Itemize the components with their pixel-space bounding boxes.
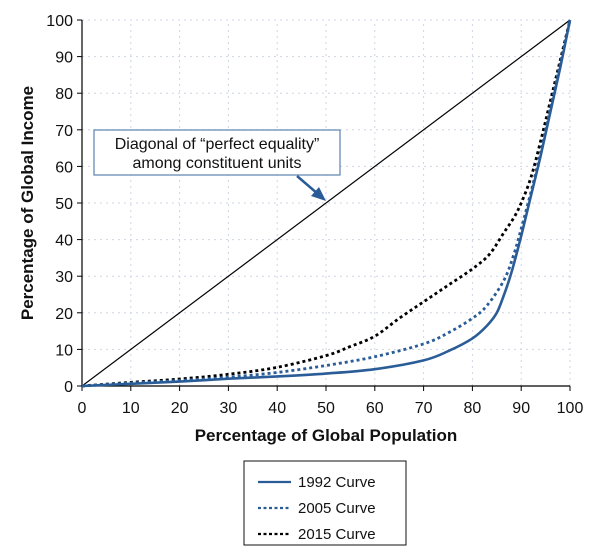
series-line-2015-curve xyxy=(81,19,572,388)
plot-lines xyxy=(81,19,572,388)
legend-label: 2015 Curve xyxy=(298,526,376,543)
x-tick-label: 40 xyxy=(268,400,286,417)
x-tick-label: 50 xyxy=(317,400,335,417)
annotation-arrow xyxy=(296,175,319,195)
legend-label: 2005 Curve xyxy=(298,500,376,517)
x-tick-label: 20 xyxy=(171,400,189,417)
annotation-arrowhead xyxy=(311,187,326,201)
x-tick-label: 10 xyxy=(122,400,140,417)
y-tick-label: 40 xyxy=(55,233,73,250)
y-tick-label: 90 xyxy=(55,50,73,67)
annotation-line-1: Diagonal of “perfect equality” xyxy=(115,136,320,153)
legend-label: 1992 Curve xyxy=(298,474,376,491)
gridlines xyxy=(82,19,571,386)
legend: 1992 Curve 2005 Curve 2015 Curve xyxy=(243,460,407,546)
x-tick-label: 60 xyxy=(366,400,384,417)
x-tick-label: 70 xyxy=(415,400,433,417)
equality-diagonal-line xyxy=(81,19,571,387)
x-axis-ticks: 0 10 20 30 40 50 60 70 80 90 100 xyxy=(78,386,584,417)
y-tick-label: 80 xyxy=(55,86,73,103)
x-tick-label: 80 xyxy=(464,400,482,417)
y-axis-ticks: 0 10 20 30 40 50 60 70 80 90 100 xyxy=(46,13,82,396)
legend-box xyxy=(243,460,407,546)
x-tick-label: 30 xyxy=(220,400,238,417)
annotation: Diagonal of “perfect equality” among con… xyxy=(93,129,341,201)
series-line-1992-curve xyxy=(81,19,572,388)
y-tick-label: 100 xyxy=(46,13,73,30)
y-axis-title: Percentage of Global Income xyxy=(18,86,37,320)
y-tick-label: 10 xyxy=(55,342,73,359)
x-tick-label: 0 xyxy=(78,400,87,417)
y-tick-label: 70 xyxy=(55,123,73,140)
x-tick-label: 100 xyxy=(557,400,584,417)
annotation-line-2: among constituent units xyxy=(133,155,302,172)
x-tick-label: 90 xyxy=(512,400,530,417)
y-tick-label: 50 xyxy=(55,196,73,213)
y-tick-label: 20 xyxy=(55,306,73,323)
y-tick-label: 30 xyxy=(55,269,73,286)
x-axis-title: Percentage of Global Population xyxy=(195,426,458,445)
y-tick-label: 60 xyxy=(55,159,73,176)
y-tick-label: 0 xyxy=(64,379,73,396)
annotation-box xyxy=(93,129,341,176)
